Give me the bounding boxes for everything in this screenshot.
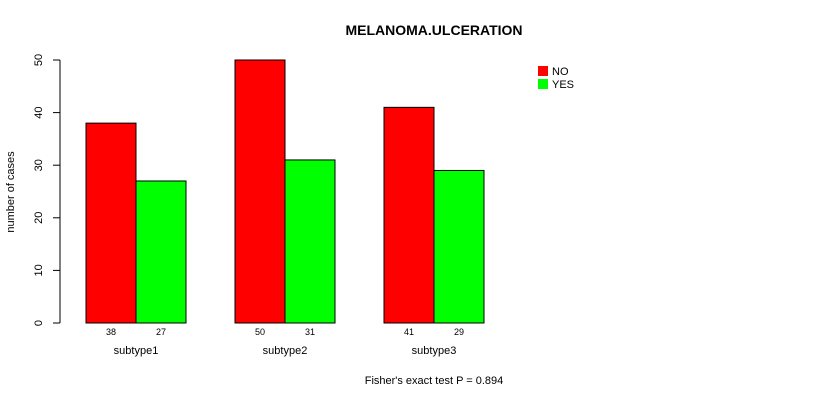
bar-subtype1-yes bbox=[135, 180, 187, 324]
category-label-subtype3: subtype3 bbox=[412, 345, 457, 357]
y-tick-label: 30 bbox=[33, 159, 45, 171]
y-tick-label: 0 bbox=[33, 320, 45, 326]
bar-value-label: 38 bbox=[106, 327, 116, 337]
category-label-subtype1: subtype1 bbox=[114, 345, 159, 357]
bar-value-label: 29 bbox=[454, 327, 464, 337]
y-axis-label: number of cases bbox=[5, 151, 17, 233]
bar-value-label: 50 bbox=[255, 327, 265, 337]
legend-label-yes: YES bbox=[552, 79, 574, 91]
legend-swatch-no bbox=[538, 66, 548, 76]
y-tick-label: 10 bbox=[33, 264, 45, 276]
legend-swatch-yes bbox=[538, 79, 548, 89]
bar-subtype2-no bbox=[234, 59, 286, 324]
category-label-subtype2: subtype2 bbox=[263, 345, 308, 357]
bar-subtype3-yes bbox=[433, 169, 485, 324]
bar-subtype1-no bbox=[85, 122, 137, 324]
y-axis: 0 10 20 30 40 50 bbox=[33, 54, 61, 326]
bars-group: 38 27 subtype1 50 31 subtype2 41 29 subtype3 bbox=[85, 59, 485, 357]
bar-value-label: 27 bbox=[156, 327, 166, 337]
chart-title: MELANOMA.ULCERATION bbox=[345, 22, 522, 38]
y-tick-label: 50 bbox=[33, 54, 45, 66]
bar-value-label: 41 bbox=[404, 327, 414, 337]
y-tick-label: 40 bbox=[33, 106, 45, 118]
y-tick-label: 20 bbox=[33, 212, 45, 224]
bar-value-label: 31 bbox=[305, 327, 315, 337]
legend-label-no: NO bbox=[552, 66, 569, 78]
fisher-test-footnote: Fisher's exact test P = 0.894 bbox=[365, 375, 504, 387]
bar-subtype2-yes bbox=[284, 159, 336, 324]
bar-subtype3-no bbox=[383, 106, 435, 324]
